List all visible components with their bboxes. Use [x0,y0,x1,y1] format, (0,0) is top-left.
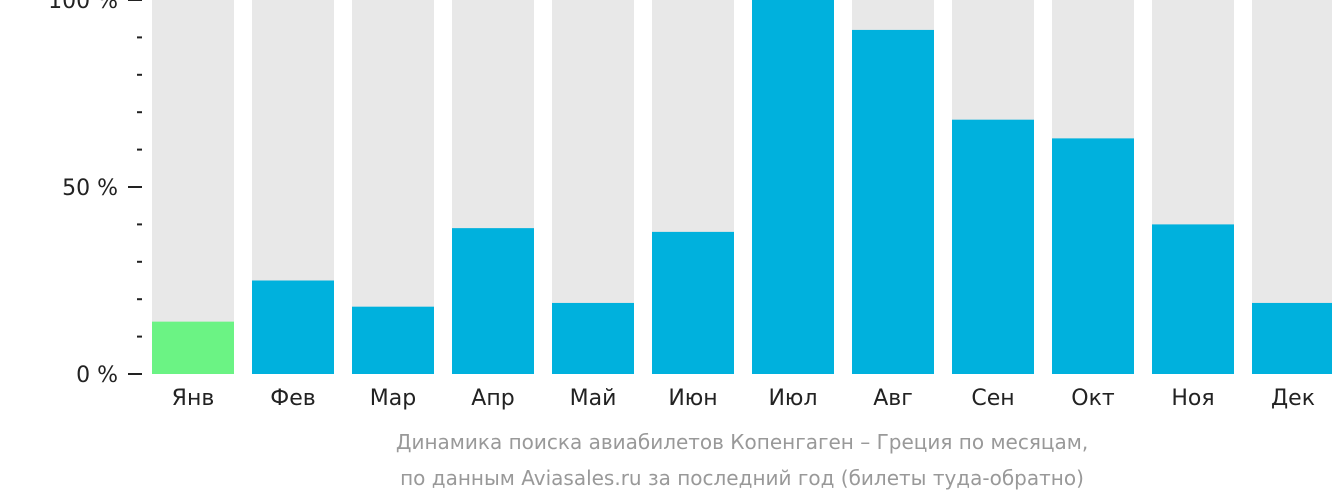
chart-caption-line-1: Динамика поиска авиабилетов Копенгаген –… [395,430,1089,454]
x-tick-label-4: Май [570,386,617,411]
y-axis: 0 % 50 % 100 % [48,0,142,388]
bar-4 [552,302,634,374]
bar-2 [352,306,434,374]
bar-3 [452,228,534,374]
bar-7 [852,29,934,374]
bar-11 [1252,302,1332,374]
x-axis-labels: Янв Фев Мар Апр Май Июн Июл Авг Сен Окт Ноя Дек [172,386,1315,411]
y-tick-label-0: 0 % [76,363,118,388]
x-tick-label-0: Янв [172,386,215,411]
bar-layer [152,0,1332,375]
y-tick-label-1: 50 % [62,176,118,201]
bar-1 [252,280,334,374]
x-tick-label-3: Апр [471,386,514,411]
y-tick-label-2: 100 % [48,0,118,14]
x-tick-label-7: Авг [873,386,913,411]
x-tick-label-11: Дек [1271,386,1315,411]
x-tick-label-10: Ноя [1171,386,1214,411]
x-tick-label-9: Окт [1071,386,1115,411]
bar-8 [952,119,1034,375]
x-tick-label-8: Сен [971,386,1014,411]
x-tick-label-6: Июл [768,386,817,411]
x-tick-label-1: Фев [270,386,315,411]
x-tick-label-2: Мар [370,386,416,411]
bar-5 [652,231,734,374]
bar-track-0 [152,0,234,374]
bar-9 [1052,138,1134,374]
x-tick-label-5: Июн [668,386,717,411]
bar-6 [752,0,834,374]
bar-0 [152,321,234,374]
chart-caption-line-2: по данным Aviasales.ru за последний год … [400,466,1084,490]
bar-10 [1152,224,1234,374]
